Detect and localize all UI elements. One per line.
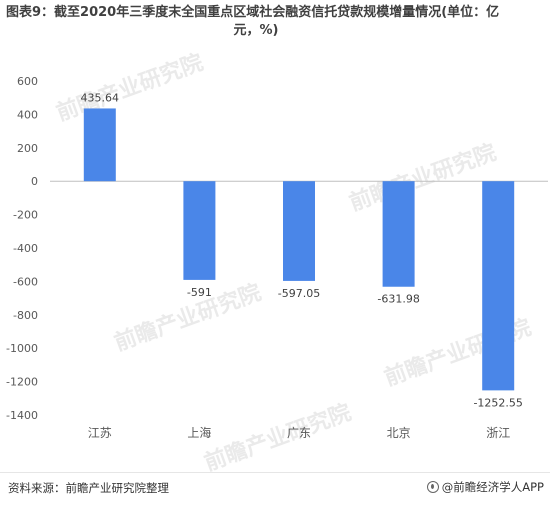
y-tick-label: 600	[17, 75, 38, 88]
credit-note: @前瞻经济学人APP	[426, 479, 544, 495]
y-tick-label: -200	[13, 209, 38, 222]
chart-title-line-2: 元，%)	[233, 23, 279, 38]
data-label: -1252.55	[473, 396, 522, 409]
data-label: -631.98	[377, 293, 419, 306]
x-tick-label: 上海	[187, 425, 211, 440]
x-tick-label: 江苏	[88, 426, 112, 440]
footer-divider	[0, 472, 550, 473]
y-tick-label: -1200	[6, 376, 38, 389]
y-tick-label: 0	[31, 175, 38, 188]
y-tick-label: 200	[17, 142, 38, 155]
y-tick-label: -400	[13, 242, 38, 255]
y-tick-label: -600	[13, 275, 38, 288]
x-tick-label: 广东	[287, 426, 311, 440]
data-label: -591	[187, 286, 212, 299]
data-label: 435.64	[81, 91, 120, 104]
bar	[83, 108, 116, 182]
y-tick-label: -800	[13, 309, 38, 322]
data-label: -597.05	[278, 287, 320, 300]
brand-logo-icon	[426, 481, 439, 493]
bar	[283, 181, 315, 281]
x-tick-label: 北京	[387, 426, 411, 440]
source-note: 资料来源：前瞻产业研究院整理	[8, 481, 169, 495]
chart-title: 图表9：截至2020年三季度末全国重点区域社会融资信托贷款规模增量情况(单位：亿…	[6, 4, 546, 40]
chart-title-line-1: 图表9：截至2020年三季度末全国重点区域社会融资信托贷款规模增量情况(单位：亿	[6, 5, 500, 20]
y-tick-label: -1400	[6, 409, 38, 422]
bar-chart: 600 400 200 0 -200 -400 -600 -800 -1000 -1200 -140…	[6, 75, 548, 440]
x-tick-label: 浙江	[486, 426, 510, 440]
y-tick-label: 400	[17, 108, 38, 121]
y-tick-label: -1000	[6, 342, 38, 355]
credit-text: @前瞻经济学人APP	[441, 480, 544, 494]
bar	[183, 181, 216, 280]
bar	[382, 181, 415, 287]
bar	[482, 181, 515, 391]
